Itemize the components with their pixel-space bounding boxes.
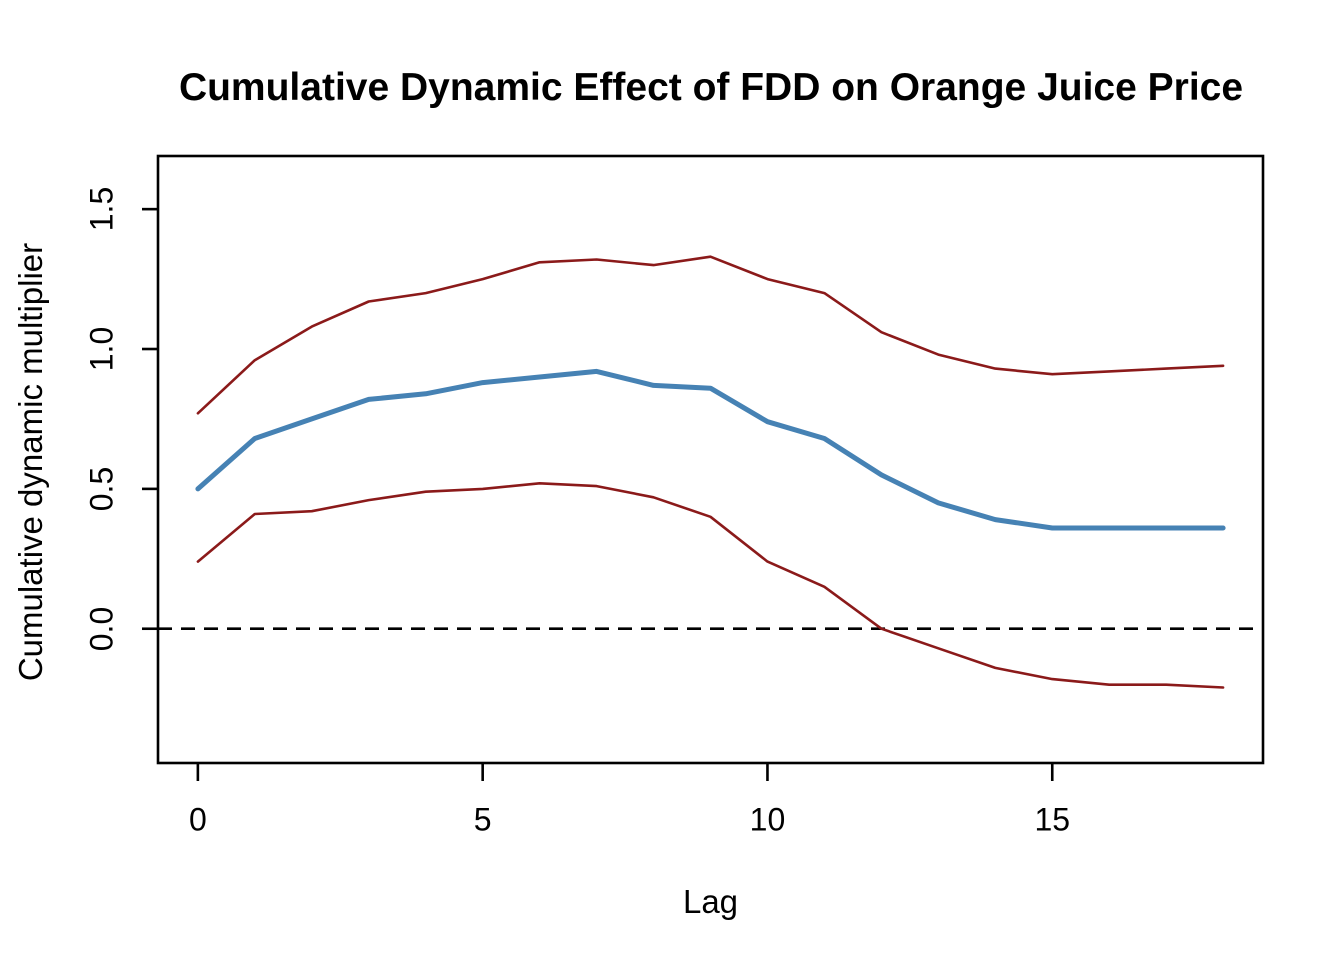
plot-frame <box>156 154 1265 765</box>
cumulative-dynamic-multiplier-line <box>195 368 1226 531</box>
lower-confidence-band-line <box>196 481 1225 689</box>
upper-confidence-band-line <box>196 255 1225 415</box>
x-tick-label: 0 <box>188 801 207 838</box>
y-tick-label: 1.5 <box>83 186 120 232</box>
x-tick-label: 15 <box>1034 801 1071 838</box>
chart-title: Cumulative Dynamic Effect of FDD on Oran… <box>178 66 1244 109</box>
y-tick-label: 0.5 <box>83 466 120 512</box>
x-axis-label: Lag <box>682 883 739 920</box>
y-tick-label: 1.0 <box>83 326 120 372</box>
x-tick-label: 10 <box>749 801 786 838</box>
y-tick-label: 0.0 <box>83 606 120 651</box>
x-tick-label: 5 <box>473 801 492 838</box>
